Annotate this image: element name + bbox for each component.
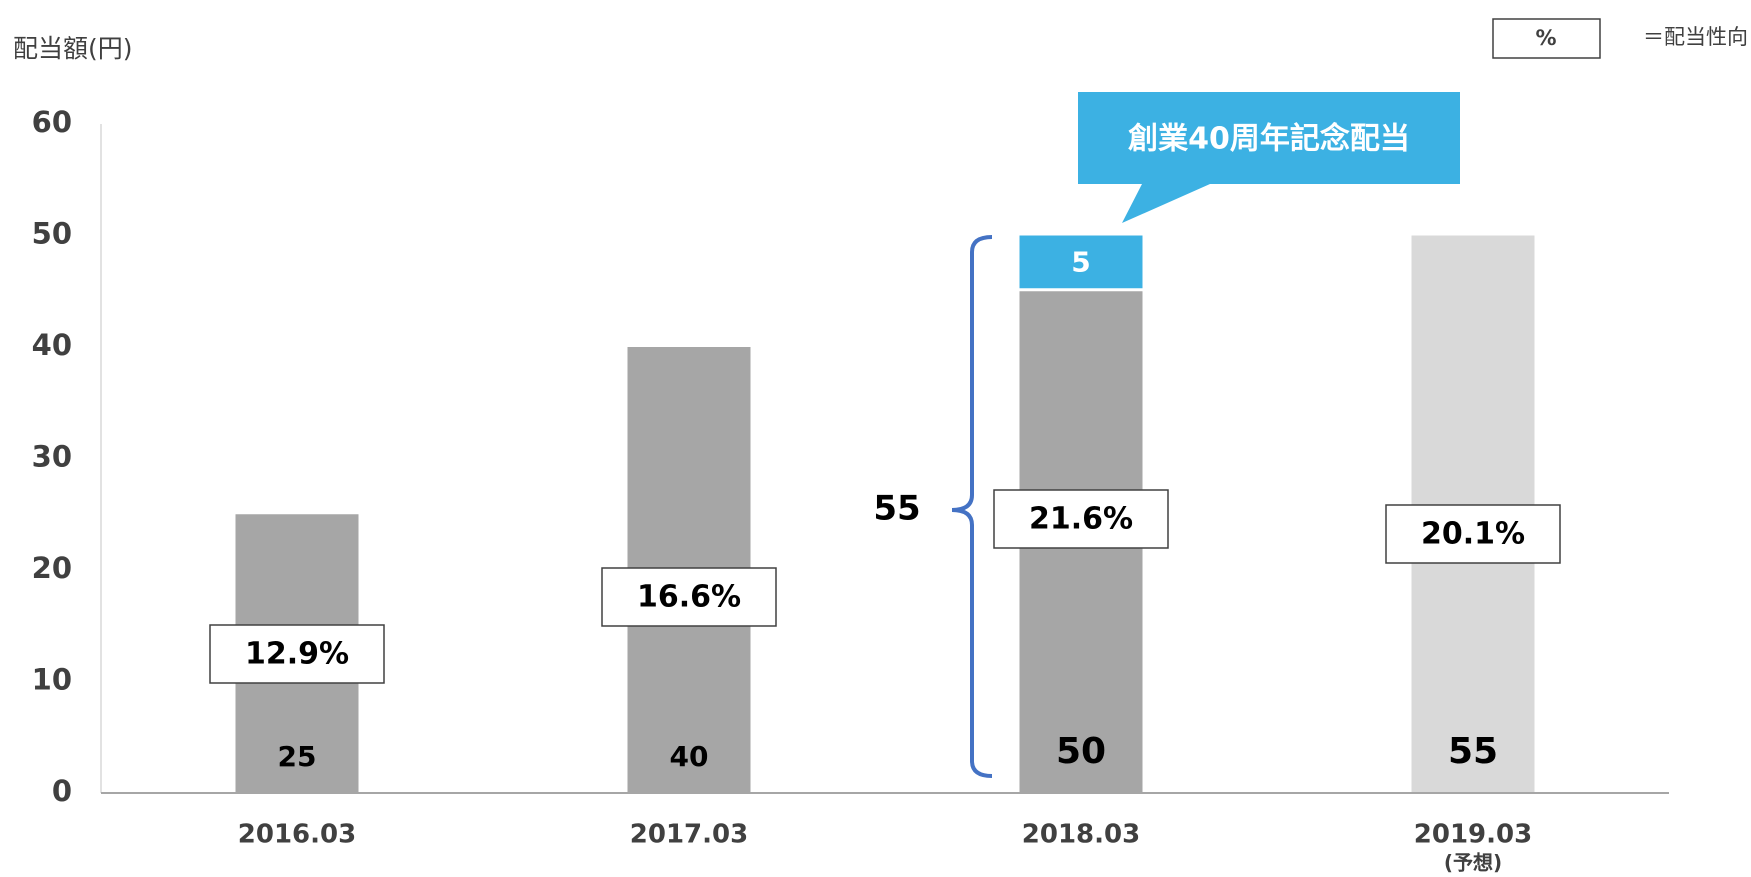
bar-label: 50 — [1056, 731, 1106, 772]
forecast-note: (予想) — [1444, 851, 1502, 875]
legend-symbol: % — [1535, 26, 1556, 50]
y-tick-label: 10 — [32, 663, 72, 697]
x-tick-label: 2017.03 — [630, 820, 748, 850]
ratio-box — [993, 489, 1169, 549]
ratio-box — [1385, 504, 1561, 564]
bar-label: 40 — [670, 740, 709, 773]
y-tick-label: 60 — [32, 105, 72, 139]
y-tick-label: 40 — [32, 328, 72, 362]
bar-label: 25 — [278, 740, 317, 773]
y-tick-label: 0 — [52, 774, 72, 808]
y-tick-label: 20 — [32, 551, 72, 585]
segment-label: 5 — [1071, 245, 1090, 278]
total-label: 55 — [873, 489, 920, 529]
ratio-box — [209, 624, 385, 684]
legend-box — [1492, 18, 1601, 59]
payout-ratio: 21.6% — [1029, 502, 1133, 537]
bar — [1019, 235, 1143, 289]
y-tick-label: 50 — [32, 217, 72, 251]
total-brace — [951, 235, 993, 778]
payout-ratio: 20.1% — [1421, 517, 1525, 552]
x-tick-label: 2018.03 — [1022, 820, 1140, 850]
callout-box — [1078, 92, 1460, 223]
legend-label: ＝配当性向 — [1643, 25, 1748, 49]
y-tick-label: 30 — [32, 440, 72, 474]
ratio-box — [601, 567, 777, 627]
y-axis-label: 配当額(円) — [13, 34, 133, 63]
x-tick-label: 2019.03 — [1414, 820, 1532, 850]
callout-text: 創業40周年記念配当 — [1128, 122, 1410, 157]
payout-ratio: 12.9% — [245, 637, 349, 672]
bar-label: 55 — [1448, 731, 1498, 772]
payout-ratio: 16.6% — [637, 580, 741, 615]
x-tick-label: 2016.03 — [238, 820, 356, 850]
